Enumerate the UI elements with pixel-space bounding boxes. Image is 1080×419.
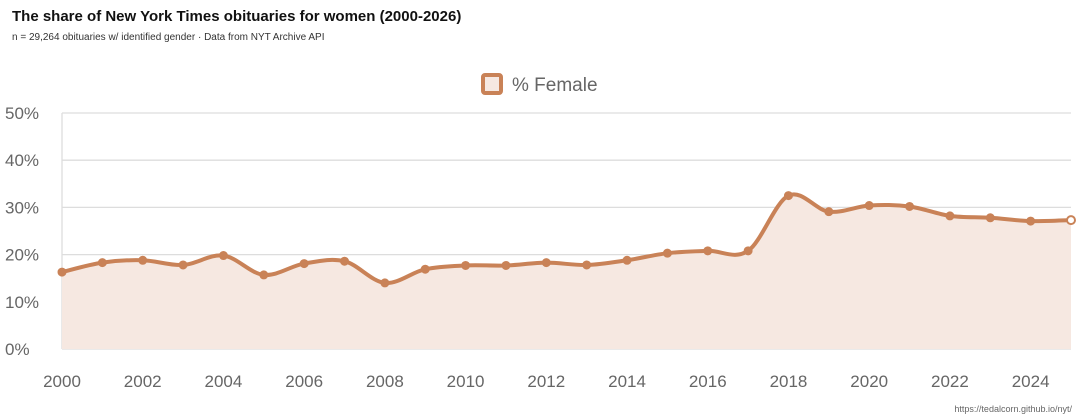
area-fill-layer [62,194,1071,349]
x-tick-label: 2016 [689,372,727,391]
chart-subtitle: n = 29,264 obituaries w/ identified gend… [12,32,325,43]
data-point[interactable] [178,260,188,270]
y-tick-label: 50% [5,104,39,123]
data-point[interactable] [783,191,793,201]
y-tick-label: 20% [5,246,39,265]
x-tick-label: 2024 [1012,372,1050,391]
data-points [57,191,1076,288]
data-point[interactable] [340,256,350,266]
x-tick-label: 2008 [366,372,404,391]
data-point[interactable] [905,201,915,211]
x-tick-label: 2006 [285,372,323,391]
legend-swatch[interactable] [481,73,503,95]
x-axis-ticks: 2000 2002 2004 2006 2008 2010 2012 2014 2016 2018… [43,372,1049,391]
x-tick-label: 2022 [931,372,969,391]
data-point[interactable] [218,251,228,261]
data-point[interactable] [461,260,471,270]
y-tick-label: 30% [5,198,39,217]
x-tick-label: 2002 [124,372,162,391]
x-tick-label: 2012 [527,372,565,391]
data-point[interactable] [97,258,107,268]
data-point[interactable] [582,260,592,270]
data-point[interactable] [703,246,713,256]
data-point[interactable] [743,246,753,256]
data-point[interactable] [57,267,67,277]
x-tick-label: 2000 [43,372,81,391]
data-point[interactable] [299,259,309,269]
legend[interactable]: % Female [481,73,598,96]
x-tick-label: 2018 [770,372,808,391]
data-point[interactable] [380,278,390,288]
data-point[interactable] [1066,215,1076,226]
source-url: https://tedalcorn.github.io/nyt/ [954,404,1072,414]
y-tick-label: 0% [5,340,30,359]
x-tick-label: 2020 [850,372,888,391]
data-point[interactable] [420,264,430,274]
data-point[interactable] [259,270,269,280]
data-point[interactable] [662,248,672,258]
data-point[interactable] [864,201,874,211]
data-point[interactable] [985,213,995,223]
chart-title: The share of New York Times obituaries f… [12,8,462,25]
x-tick-label: 2010 [447,372,485,391]
x-tick-label: 2004 [205,372,243,391]
data-point[interactable] [501,260,511,270]
data-point[interactable] [138,255,148,265]
y-tick-label: 40% [5,151,39,170]
y-tick-label: 10% [5,293,39,312]
x-tick-label: 2014 [608,372,646,391]
legend-label[interactable]: % Female [512,75,598,96]
data-point[interactable] [541,258,551,268]
data-point[interactable] [1026,216,1036,226]
data-point[interactable] [622,255,632,265]
data-point[interactable] [945,211,955,221]
data-point[interactable] [824,207,834,217]
y-axis-ticks: 0% 10% 20% 30% 40% 50% [5,104,39,359]
area-fill [62,194,1071,349]
